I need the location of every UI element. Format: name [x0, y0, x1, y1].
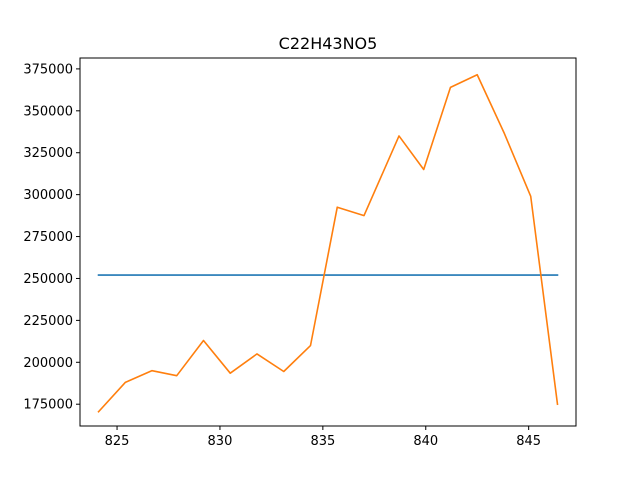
- y-tick-label: 275000: [23, 230, 73, 245]
- y-tick-label: 250000: [23, 272, 73, 287]
- chart-title: C22H43NO5: [279, 34, 378, 53]
- y-tick-label: 200000: [23, 356, 73, 371]
- y-tick-label: 350000: [23, 104, 73, 119]
- x-tick-label: 840: [413, 434, 438, 449]
- y-tick-label: 225000: [23, 314, 73, 329]
- x-tick-label: 835: [310, 434, 335, 449]
- y-tick-label: 375000: [23, 62, 73, 77]
- x-tick-label: 830: [208, 434, 233, 449]
- series-line-1: [97, 73, 559, 413]
- y-tick-label: 325000: [23, 146, 73, 161]
- axes-layer: 825 830 835 840 845 175000 200000 225000 250000 2…: [23, 57, 577, 449]
- x-tick-label: 825: [105, 434, 130, 449]
- series-layer: [97, 73, 559, 413]
- y-tick-label: 175000: [23, 398, 73, 413]
- y-tick-label: 300000: [23, 188, 73, 203]
- x-tick-label: 845: [516, 434, 541, 449]
- plot-frame: [79, 57, 577, 427]
